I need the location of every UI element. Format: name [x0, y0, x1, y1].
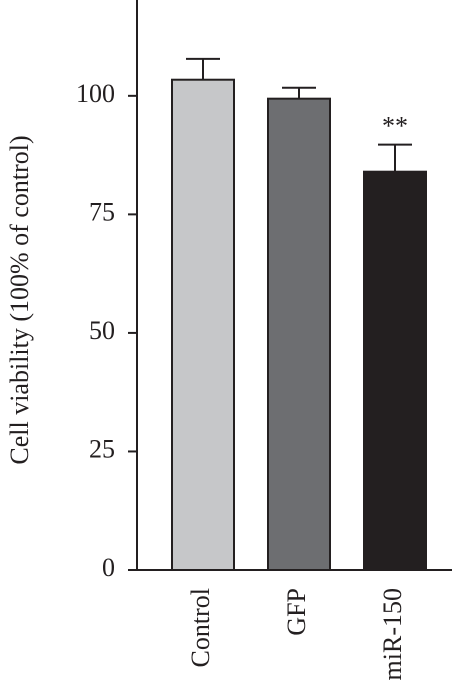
annotation: ** — [382, 112, 408, 141]
y-tick-label: 0 — [102, 553, 115, 582]
bar — [363, 170, 427, 571]
bar — [267, 97, 331, 571]
bar — [171, 78, 235, 571]
y-axis-label: Cell viability (100% of control) — [5, 135, 34, 464]
y-tick-label: 100 — [76, 79, 115, 108]
x-tick-label: GFP — [282, 588, 311, 636]
x-tick-label: miR-150 — [378, 588, 407, 680]
x-tick-label: Control — [186, 588, 215, 667]
y-tick-label: 75 — [89, 197, 115, 226]
y-tick-label: 50 — [89, 316, 115, 345]
y-tick-label: 25 — [89, 434, 115, 463]
